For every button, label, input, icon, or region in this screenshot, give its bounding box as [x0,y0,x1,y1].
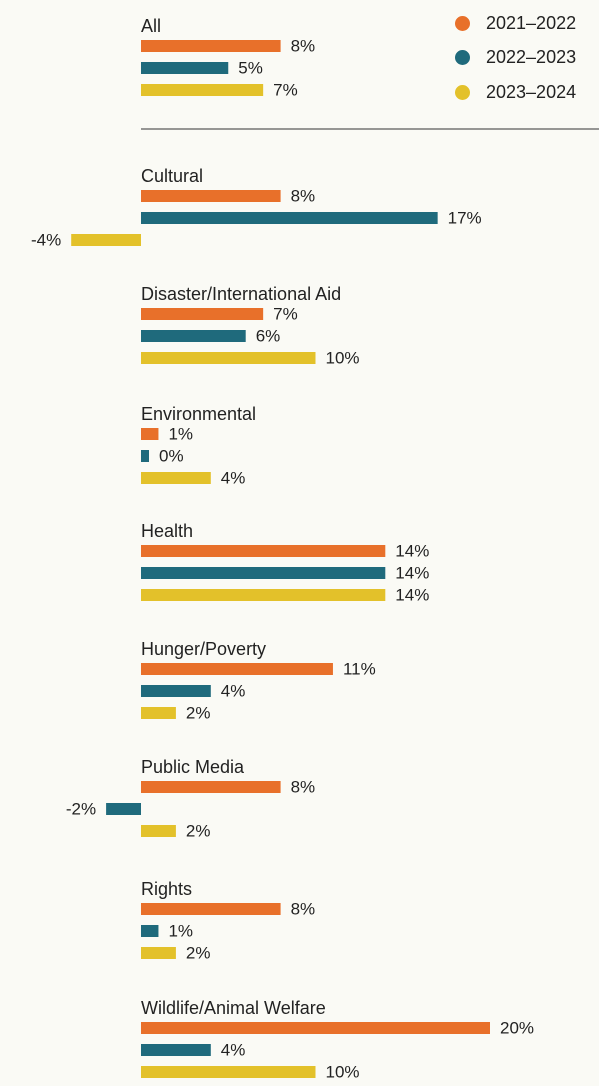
legend-label-2022-2023: 2022–2023 [486,46,577,67]
bar-rights-2021-2022 [141,903,281,915]
legend-swatch-2022-2023 [455,49,470,65]
bar-health-2021-2022 [141,545,386,557]
bar-hunger-poverty-2023-2024 [141,707,176,719]
data-label-public-media-2021-2022: 8% [291,777,316,796]
data-label-rights-2022-2023: 1% [168,921,193,940]
bar-hunger-poverty-2022-2023 [141,685,211,697]
data-label-all-2023-2024: 7% [273,80,298,99]
legend-label-2023-2024: 2023–2024 [486,81,577,102]
category-label-cultural: Cultural [141,166,203,186]
category-label-public-media: Public Media [141,757,245,777]
bar-rights-2022-2023 [141,925,159,937]
data-label-all-2021-2022: 8% [291,36,316,55]
legend-swatch-2023-2024 [455,84,470,100]
data-label-hunger-poverty-2023-2024: 2% [186,703,211,722]
data-label-environmental-2021-2022: 1% [168,424,193,443]
category-label-disaster-international-aid: Disaster/International Aid [141,284,341,304]
bar-all-2022-2023 [141,62,229,74]
data-label-health-2022-2023: 14% [395,563,429,582]
bar-environmental-2021-2022 [141,428,159,440]
bar-all-2023-2024 [141,84,264,96]
category-label-hunger-poverty: Hunger/Poverty [141,639,266,659]
data-label-disaster-international-aid-2022-2023: 6% [256,326,281,345]
bar-wildlife-animal-welfare-2022-2023 [141,1044,211,1056]
bar-hunger-poverty-2021-2022 [141,663,333,675]
category-label-environmental: Environmental [141,404,256,424]
data-label-disaster-international-aid-2021-2022: 7% [273,304,298,323]
bar-wildlife-animal-welfare-2021-2022 [141,1022,490,1034]
bar-health-2022-2023 [141,567,386,579]
bar-public-media-2021-2022 [141,781,281,793]
data-label-health-2023-2024: 14% [395,585,429,604]
bar-public-media-2022-2023 [106,803,141,815]
bar-rights-2023-2024 [141,947,176,959]
data-label-hunger-poverty-2022-2023: 4% [221,681,246,700]
data-label-public-media-2022-2023: -2% [66,799,96,818]
bar-environmental-2022-2023 [141,450,149,462]
bar-cultural-2021-2022 [141,190,281,202]
data-label-environmental-2023-2024: 4% [221,468,246,487]
bar-cultural-2023-2024 [71,234,141,246]
data-label-rights-2023-2024: 2% [186,943,211,962]
bar-all-2021-2022 [141,40,281,52]
data-label-wildlife-animal-welfare-2021-2022: 20% [500,1018,534,1037]
data-label-environmental-2022-2023: 0% [159,446,184,465]
bar-disaster-international-aid-2022-2023 [141,330,246,342]
data-label-public-media-2023-2024: 2% [186,821,211,840]
legend-item-2023-2024: 2023–2024 [455,82,576,102]
data-label-cultural-2023-2024: -4% [31,230,61,249]
data-label-rights-2021-2022: 8% [291,899,316,918]
data-label-health-2021-2022: 14% [395,541,429,560]
data-label-wildlife-animal-welfare-2023-2024: 10% [326,1062,360,1081]
category-label-wildlife-animal-welfare: Wildlife/Animal Welfare [141,998,326,1018]
legend-label-2021-2022: 2021–2022 [486,12,577,33]
category-label-all: All [141,16,161,36]
legend-item-2022-2023: 2022–2023 [455,47,576,67]
data-label-all-2022-2023: 5% [238,58,263,77]
data-label-disaster-international-aid-2023-2024: 10% [326,348,360,367]
bar-wildlife-animal-welfare-2023-2024 [141,1066,316,1078]
legend-swatch-2021-2022 [455,15,470,31]
data-label-cultural-2021-2022: 8% [291,186,316,205]
data-label-hunger-poverty-2021-2022: 11% [343,659,376,678]
bar-environmental-2023-2024 [141,472,211,484]
bar-health-2023-2024 [141,589,386,601]
bar-public-media-2023-2024 [141,825,176,837]
data-label-cultural-2022-2023: 17% [448,208,482,227]
category-label-rights: Rights [141,879,192,899]
category-label-health: Health [141,521,193,541]
legend-item-2021-2022: 2021–2022 [455,13,576,33]
data-label-wildlife-animal-welfare-2022-2023: 4% [221,1040,246,1059]
bar-cultural-2022-2023 [141,212,438,224]
bar-disaster-international-aid-2021-2022 [141,308,264,320]
bar-disaster-international-aid-2023-2024 [141,352,316,364]
